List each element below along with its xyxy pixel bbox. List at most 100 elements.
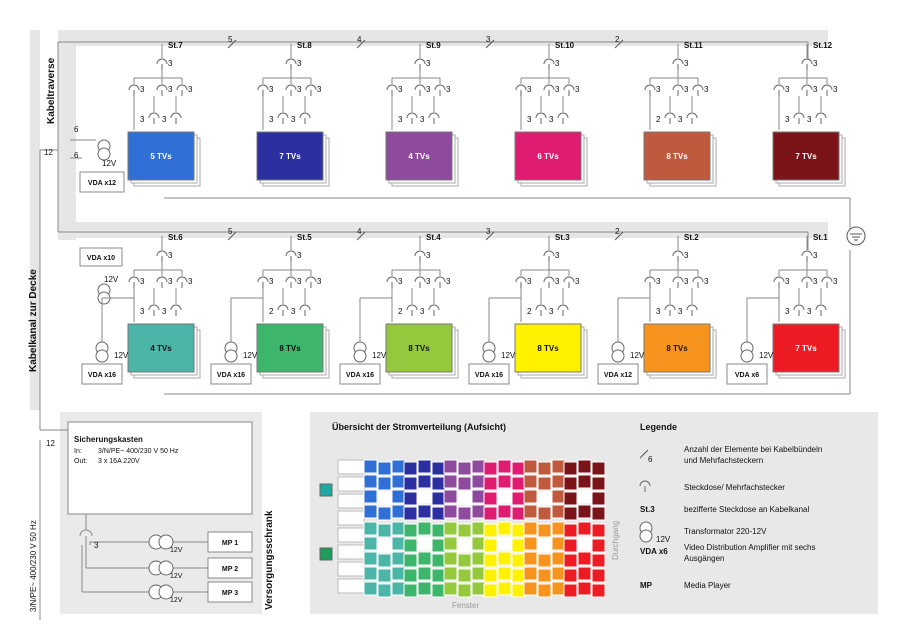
- floor-cell: [498, 475, 511, 488]
- floor-cell: [538, 554, 551, 567]
- socket-count: 3: [426, 251, 431, 260]
- floor-cell: [564, 507, 577, 520]
- voltage-label: 12V: [114, 351, 129, 360]
- floor-cell: [564, 539, 577, 552]
- socket-icon: [564, 277, 574, 282]
- socket-icon: [687, 305, 697, 310]
- socket-icon: [300, 113, 310, 118]
- socket-icon: [673, 251, 683, 256]
- socket-count: 3: [420, 115, 425, 124]
- floor-cell: [364, 567, 377, 580]
- socket-icon: [258, 85, 268, 90]
- socket-count: 3: [833, 277, 838, 286]
- floor-cell: [484, 477, 497, 490]
- floor-cell: [578, 582, 591, 595]
- floor-cell: [378, 524, 391, 537]
- floor-cell: [458, 584, 471, 597]
- socket-count: 3: [807, 115, 812, 124]
- socket-icon: [286, 59, 296, 64]
- floor-cell: [404, 539, 417, 552]
- floor-cell: [404, 462, 417, 475]
- transformer-icon: [96, 350, 108, 362]
- floor-cell: [524, 505, 537, 518]
- socket-count: 3: [162, 307, 167, 316]
- socket-icon: [544, 251, 554, 256]
- floor-cell: [552, 475, 565, 488]
- floor-cell: [472, 522, 485, 535]
- floor-cell-outline: [338, 528, 364, 542]
- socket-icon: [802, 277, 812, 282]
- floor-cell: [578, 522, 591, 535]
- kabelkanal-label: Kabelkanal zur Decke: [28, 269, 39, 372]
- socket-count: 3: [426, 85, 431, 94]
- legend-sample: St.3: [640, 505, 655, 514]
- legend-text: Media Player: [684, 581, 731, 590]
- floor-cell: [418, 505, 431, 518]
- socket-icon: [171, 113, 181, 118]
- fuse-box: Sicherungskasten In: 3/N/PE~ 400/230 V 5…: [68, 422, 252, 514]
- socket-count: 3: [297, 277, 302, 286]
- floor-cell: [552, 505, 565, 518]
- tv-count-label: 8 TVs: [279, 344, 301, 353]
- floor-cell: [538, 462, 551, 475]
- floor-cell: [444, 582, 457, 595]
- floor-cell: [392, 460, 405, 473]
- socket-icon: [407, 113, 417, 118]
- floor-cell: [364, 552, 377, 565]
- floor-cell: [392, 582, 405, 595]
- socket-icon: [300, 305, 310, 310]
- socket-count: 3: [785, 277, 790, 286]
- floor-cell: [364, 490, 377, 503]
- floor-cell: [378, 554, 391, 567]
- floor-cell: [512, 584, 525, 597]
- socket-icon: [665, 305, 675, 310]
- voltage-label: 12V: [372, 351, 387, 360]
- floor-cell: [472, 582, 485, 595]
- floor-cell: [524, 490, 537, 503]
- station-label: St.3: [555, 233, 570, 242]
- floor-cell: [364, 505, 377, 518]
- bundle-count: 12: [44, 148, 53, 157]
- window-label: Fenster: [452, 601, 479, 610]
- socket-icon: [693, 85, 703, 90]
- socket-icon: [645, 85, 655, 90]
- bundle-count: 2: [615, 35, 620, 44]
- floor-cell: [578, 505, 591, 518]
- socket-count: 3: [527, 277, 532, 286]
- socket-count: 3: [575, 277, 580, 286]
- floor-cell: [458, 477, 471, 490]
- fuse-box-in-value: 3/N/PE~ 400/230 V 50 Hz: [98, 448, 179, 455]
- socket-icon: [157, 85, 167, 90]
- socket-icon: [516, 85, 526, 90]
- tv-count-label: 6 TVs: [537, 152, 559, 161]
- socket-icon: [435, 85, 445, 90]
- socket-icon: [822, 85, 832, 90]
- floor-cell: [458, 554, 471, 567]
- floor-cell: [378, 462, 391, 475]
- socket-count: 3: [140, 277, 145, 286]
- socket-count: 3: [297, 251, 302, 260]
- socket-count: 3: [140, 85, 145, 94]
- socket-count: 3: [656, 85, 661, 94]
- floor-cell: [552, 490, 565, 503]
- floor-cell: [392, 537, 405, 550]
- ground-icon: [847, 227, 865, 245]
- floor-cell: [444, 567, 457, 580]
- socket-icon: [171, 305, 181, 310]
- floor-cell: [364, 537, 377, 550]
- socket-icon: [774, 85, 784, 90]
- floor-cell: [432, 554, 445, 567]
- floor-cell: [524, 522, 537, 535]
- socket-count: 3: [785, 307, 790, 316]
- floor-cell: [592, 554, 605, 567]
- floor-cell: [512, 507, 525, 520]
- floor-cell: [392, 522, 405, 535]
- floor-cell: [364, 582, 377, 595]
- tv-count-label: 5 TVs: [150, 152, 172, 161]
- floor-cell: [498, 490, 511, 503]
- socket-count: 3: [549, 307, 554, 316]
- station-label: St.8: [297, 41, 312, 50]
- floor-cell: [458, 539, 471, 552]
- vda-label: VDA x10: [87, 255, 115, 262]
- vda-label: VDA x12: [604, 372, 632, 379]
